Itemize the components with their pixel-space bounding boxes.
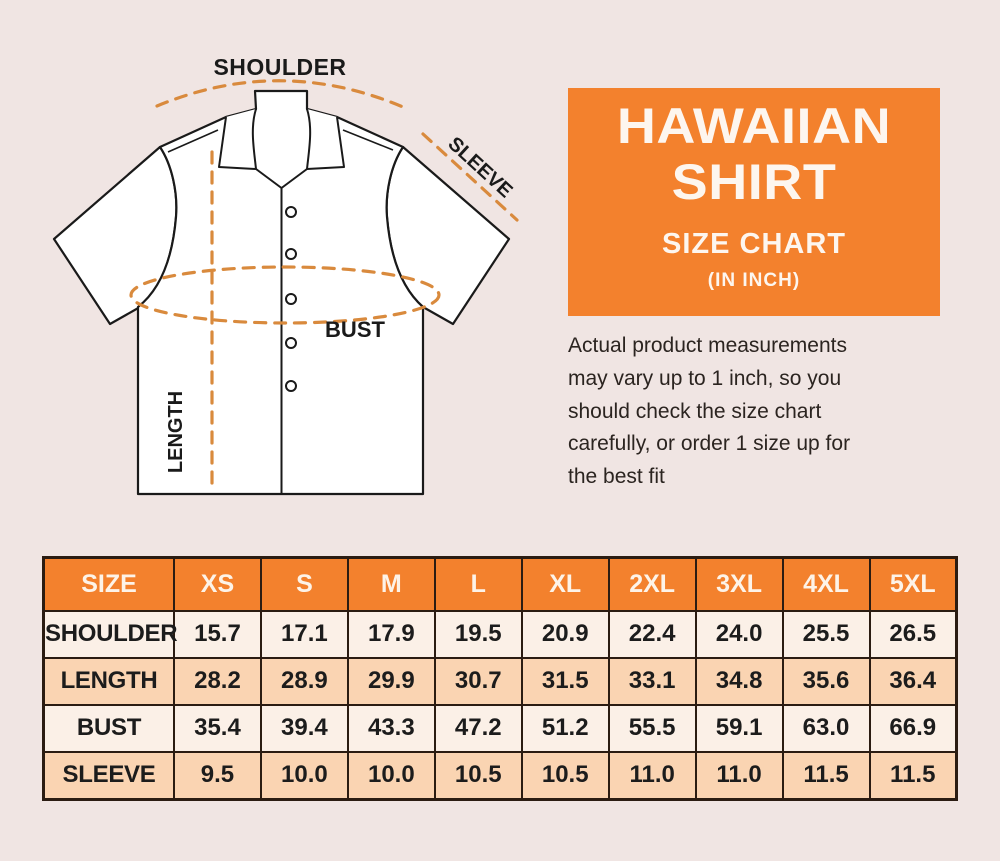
svg-text:SHOULDER: SHOULDER	[213, 54, 346, 80]
svg-text:BUST: BUST	[325, 317, 385, 342]
svg-text:LENGTH: LENGTH	[165, 391, 187, 473]
